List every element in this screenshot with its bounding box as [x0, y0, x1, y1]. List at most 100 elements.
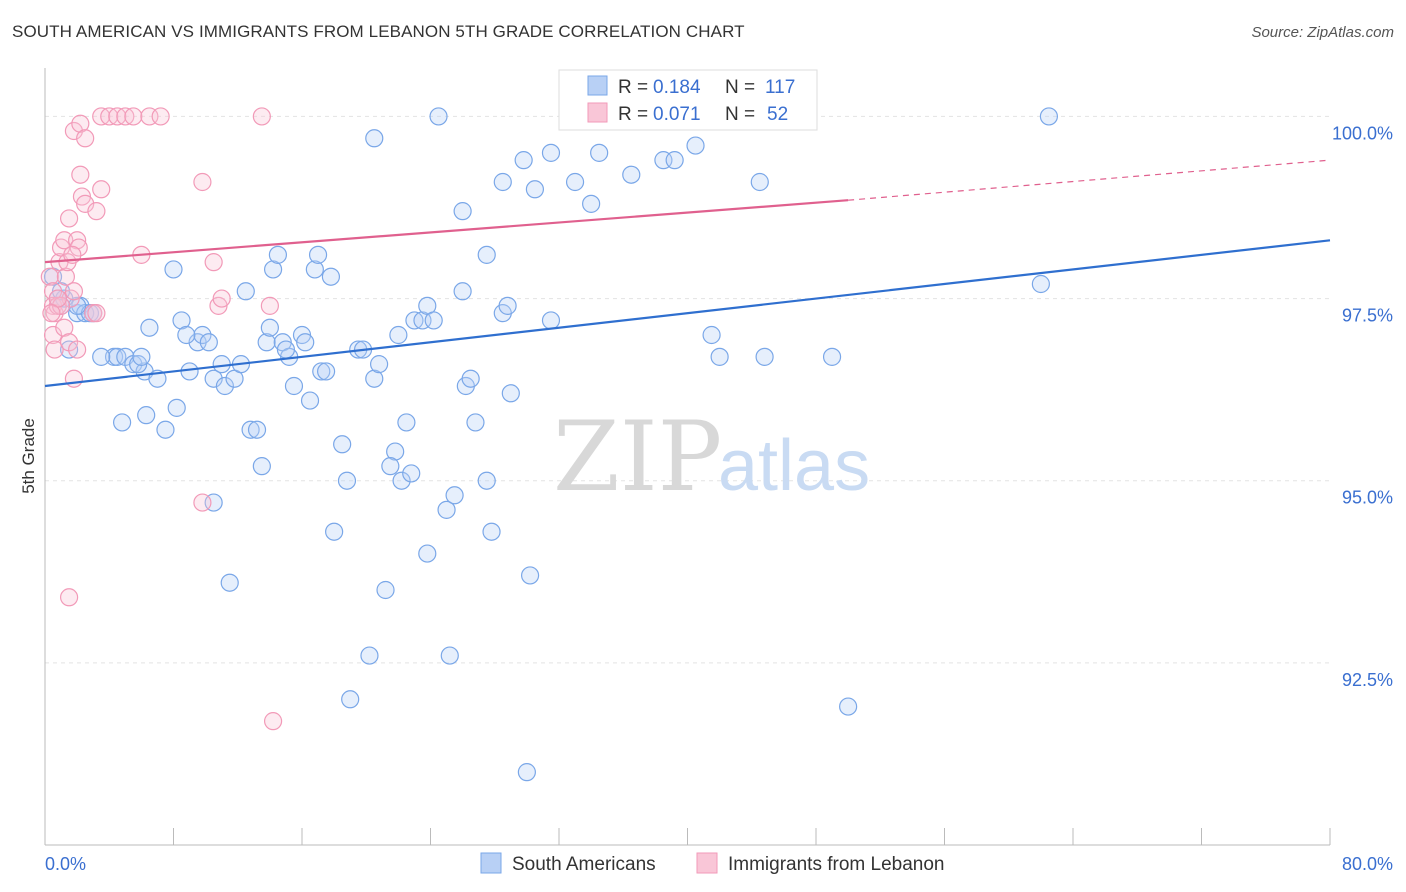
data-point [64, 121, 84, 141]
data-point [40, 267, 59, 286]
data-point [71, 165, 90, 184]
data-point [316, 362, 336, 381]
data-point [172, 311, 191, 330]
chart-source: Source: ZipAtlas.com [1251, 24, 1394, 41]
data-point [247, 420, 267, 439]
data-point [477, 245, 496, 264]
y-axis-label: 5th Grade [19, 418, 38, 494]
data-point [360, 646, 379, 665]
data-point [296, 333, 315, 352]
data-point [69, 238, 88, 257]
data-point [565, 172, 585, 192]
data-point [260, 318, 279, 337]
legend-n-label-2: N = [725, 104, 755, 125]
data-point [212, 289, 231, 308]
data-point [236, 282, 255, 301]
y-tick-label: 100.0% [1332, 123, 1393, 143]
legend-n-value-2: 52 [767, 104, 788, 125]
data-point [164, 260, 183, 279]
data-point [56, 267, 75, 286]
data-point [92, 180, 111, 199]
data-point [151, 107, 170, 126]
data-point [493, 172, 512, 192]
data-point [501, 384, 520, 403]
data-point [321, 267, 341, 286]
data-point [541, 143, 561, 162]
series-south-americans [43, 107, 1059, 782]
data-point [822, 347, 842, 366]
data-point [276, 340, 296, 359]
data-point [167, 398, 186, 417]
data-point [204, 369, 223, 388]
data-point [1031, 274, 1050, 294]
data-point [204, 253, 223, 272]
data-point [418, 544, 437, 563]
data-point [180, 362, 199, 381]
data-point [440, 646, 459, 665]
y-tick-labels: 92.5% 95.0% 97.5% 100.0% [1332, 123, 1393, 689]
data-point [665, 151, 684, 170]
data-point [43, 325, 63, 345]
data-point [87, 304, 106, 323]
data-point [750, 172, 769, 192]
data-point [137, 406, 156, 425]
data-point [376, 580, 395, 600]
data-point [622, 165, 641, 184]
data-point [199, 333, 218, 352]
data-point [333, 435, 352, 454]
data-point [193, 172, 212, 192]
data-point [590, 143, 609, 162]
bottom-legend-swatch-pink [696, 852, 718, 874]
data-point [582, 194, 601, 213]
data-point [55, 231, 74, 250]
data-point [132, 347, 151, 366]
chart-title: SOUTH AMERICAN VS IMMIGRANTS FROM LEBANO… [12, 22, 745, 41]
legend-n-value-1: 117 [765, 77, 795, 98]
x-tick-label-max: 80.0% [1342, 854, 1393, 874]
data-point [112, 413, 132, 432]
data-point [124, 107, 143, 126]
legend-swatch-blue [587, 75, 608, 96]
legend-r-value-1: 0.184 [653, 77, 701, 98]
series-immigrants-from-lebanon [40, 107, 283, 731]
watermark: ZIP atlas [553, 401, 870, 513]
data-point [755, 347, 774, 366]
legend-r-label-1: R = [618, 77, 648, 98]
data-point [337, 471, 357, 490]
data-point [466, 413, 485, 432]
data-point [453, 282, 472, 301]
data-point [520, 566, 540, 585]
data-point [252, 107, 271, 126]
data-point [300, 391, 320, 410]
data-point [386, 442, 405, 461]
y-tick-label: 92.5% [1342, 670, 1393, 690]
data-point [686, 136, 705, 155]
data-point [710, 347, 729, 366]
data-point [42, 304, 61, 323]
data-point [381, 457, 400, 476]
legend-swatch-pink [587, 102, 608, 123]
data-point [260, 296, 279, 315]
data-point [284, 376, 304, 396]
data-point [308, 245, 328, 264]
data-point [252, 457, 271, 476]
data-point [839, 697, 858, 716]
data-point [365, 129, 384, 148]
data-point [482, 522, 501, 541]
data-point [68, 296, 87, 315]
data-point [525, 180, 545, 199]
watermark-atlas: atlas [718, 426, 870, 506]
x-tick-label-min: 0.0% [45, 854, 86, 874]
data-point [55, 318, 74, 337]
bottom-legend-label-south-americans: South Americans [512, 854, 656, 875]
data-point [305, 260, 324, 279]
data-point [402, 464, 421, 483]
data-point [702, 325, 721, 345]
data-point [312, 362, 331, 381]
data-point [215, 376, 234, 396]
data-point [156, 420, 175, 439]
data-point [45, 340, 64, 359]
legend-box: R = 0.184 N = 117 R = 0.071 N = 52 [558, 69, 818, 131]
data-point [370, 355, 389, 374]
data-point [424, 311, 443, 330]
